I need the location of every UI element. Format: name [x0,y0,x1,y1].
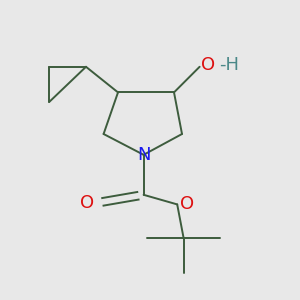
Text: O: O [80,194,94,212]
Text: N: N [137,146,150,164]
Text: O: O [180,195,194,213]
Text: -H: -H [220,56,239,74]
Text: O: O [201,56,215,74]
